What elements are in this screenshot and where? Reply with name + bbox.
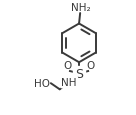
Text: S: S bbox=[75, 68, 83, 81]
Text: O: O bbox=[86, 61, 94, 71]
Text: NH: NH bbox=[61, 77, 77, 87]
Text: O: O bbox=[64, 61, 72, 71]
Text: NH₂: NH₂ bbox=[71, 3, 91, 13]
Text: HO: HO bbox=[34, 78, 50, 88]
